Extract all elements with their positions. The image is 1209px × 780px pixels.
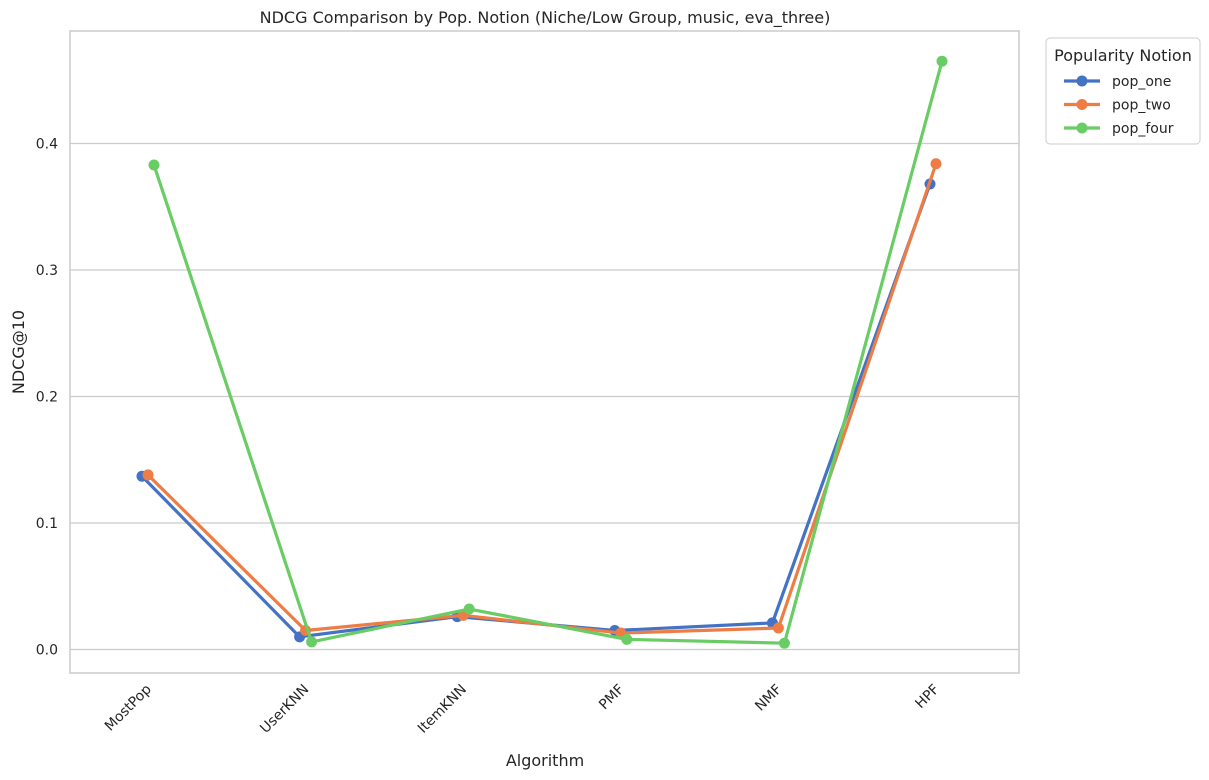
legend-box: [1045, 37, 1201, 145]
y-tick-label: 0.0: [36, 643, 58, 659]
x-tick-label: UserKNN: [257, 682, 312, 737]
x-axis-label: Algorithm: [506, 751, 584, 770]
x-tick-label: PMF: [596, 682, 628, 714]
legend-swatch-marker: [1076, 122, 1088, 134]
grid: [70, 142, 1019, 651]
data-point: [930, 158, 942, 170]
chart-title: NDCG Comparison by Pop. Notion (Niche/Lo…: [260, 8, 831, 28]
series-pop_four: [148, 55, 948, 649]
legend-items: pop_one pop_two pop_four: [1064, 74, 1174, 137]
plot-area: [69, 30, 1020, 674]
x-tick-label: NMF: [752, 682, 785, 715]
data-point: [621, 633, 633, 645]
legend-label: pop_two: [1112, 98, 1171, 114]
legend-item: pop_four: [1064, 121, 1174, 137]
data-point: [142, 469, 154, 481]
data-point: [778, 637, 790, 649]
legend-title: Popularity Notion: [1054, 46, 1192, 65]
legend-swatch-marker: [1076, 99, 1088, 110]
data-point: [936, 55, 948, 67]
y-tick-label: 0.1: [36, 516, 58, 532]
legend-item: pop_two: [1064, 98, 1171, 114]
legend-label: pop_one: [1112, 74, 1171, 90]
data-point: [772, 622, 784, 634]
data-point: [463, 603, 475, 615]
x-ticks: MostPop UserKNN ItemKNN PMF NMF HPF: [102, 681, 943, 736]
series-line: [152, 60, 944, 645]
y-tick-label: 0.3: [36, 263, 58, 279]
x-tick-label: HPF: [912, 682, 942, 712]
series-layer: [136, 55, 948, 649]
legend-label: pop_four: [1112, 121, 1174, 137]
legend: Popularity Notion pop_one pop_two pop_four: [1045, 37, 1201, 145]
legend-swatch-marker: [1076, 75, 1088, 87]
y-tick-label: 0.4: [36, 137, 58, 153]
data-point: [306, 636, 318, 648]
y-axis-label: NDCG@10: [9, 310, 28, 394]
y-ticks: 0.0 0.1 0.2 0.3 0.4: [36, 137, 58, 659]
x-tick-label: MostPop: [102, 681, 155, 734]
legend-item: pop_one: [1064, 74, 1171, 90]
y-tick-label: 0.2: [36, 390, 58, 406]
data-point: [148, 159, 160, 171]
x-tick-label: ItemKNN: [415, 682, 470, 737]
